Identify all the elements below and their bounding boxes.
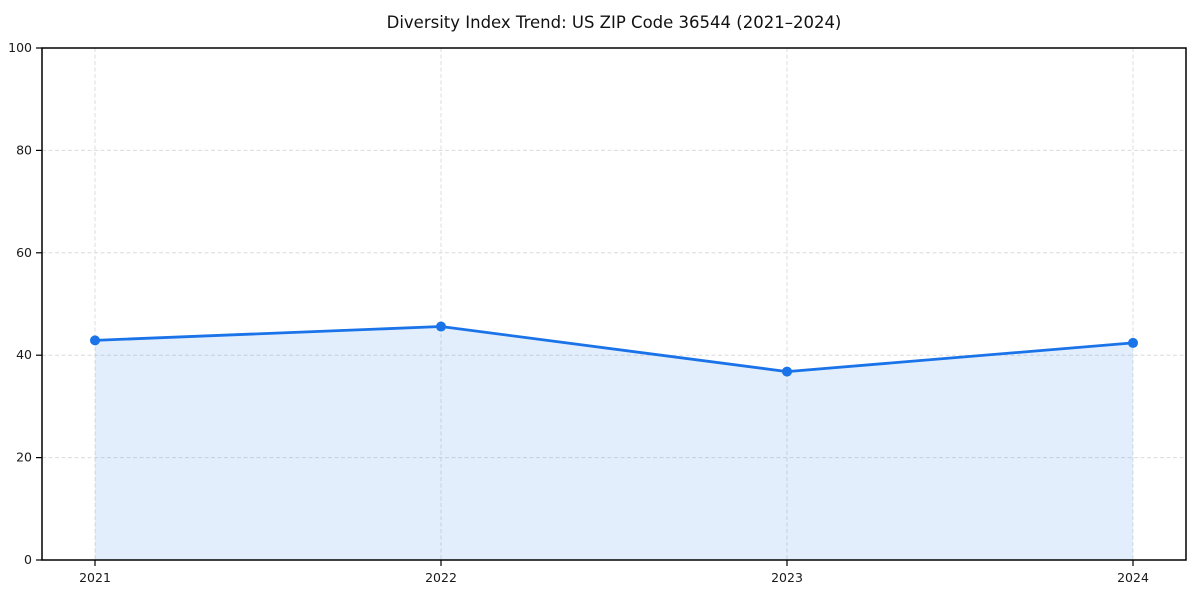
- chart-title: Diversity Index Trend: US ZIP Code 36544…: [386, 13, 842, 32]
- x-tick-label: 2021: [79, 570, 111, 585]
- x-tick-label: 2024: [1117, 570, 1149, 585]
- data-point: [782, 366, 792, 377]
- data-point: [436, 321, 446, 332]
- y-tick-label: 20: [16, 450, 32, 465]
- y-tick-label: 100: [8, 40, 32, 55]
- area-fill: [95, 326, 1133, 560]
- y-tick-label: 60: [16, 245, 32, 260]
- data-point: [1128, 337, 1138, 348]
- y-tick-label: 0: [24, 552, 32, 567]
- x-tick-label: 2022: [425, 570, 457, 585]
- plot-border: [41, 47, 1187, 561]
- x-tick-label: 2023: [771, 570, 803, 585]
- y-tick-label: 40: [16, 347, 32, 362]
- data-point: [90, 335, 100, 346]
- trend-line: [93, 325, 1135, 373]
- y-tick-label: 80: [16, 142, 32, 157]
